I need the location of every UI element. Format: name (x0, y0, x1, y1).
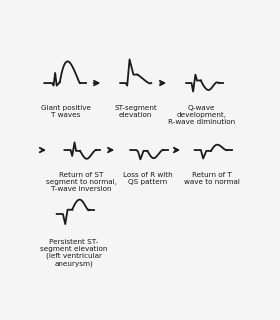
Text: Q-wave
development,
R-wave diminution: Q-wave development, R-wave diminution (168, 105, 235, 124)
Text: Loss of R with
QS pattern: Loss of R with QS pattern (123, 172, 172, 185)
Text: Persistent ST-
segment elevation
(left ventricular
aneurysm): Persistent ST- segment elevation (left v… (40, 239, 108, 267)
Text: Return of ST
segment to normal,
T-wave inversion: Return of ST segment to normal, T-wave i… (46, 172, 117, 192)
Text: Return of T
wave to normal: Return of T wave to normal (184, 172, 240, 185)
Text: ST-segment
elevation: ST-segment elevation (114, 105, 157, 118)
Text: Giant positive
T waves: Giant positive T waves (41, 105, 91, 118)
